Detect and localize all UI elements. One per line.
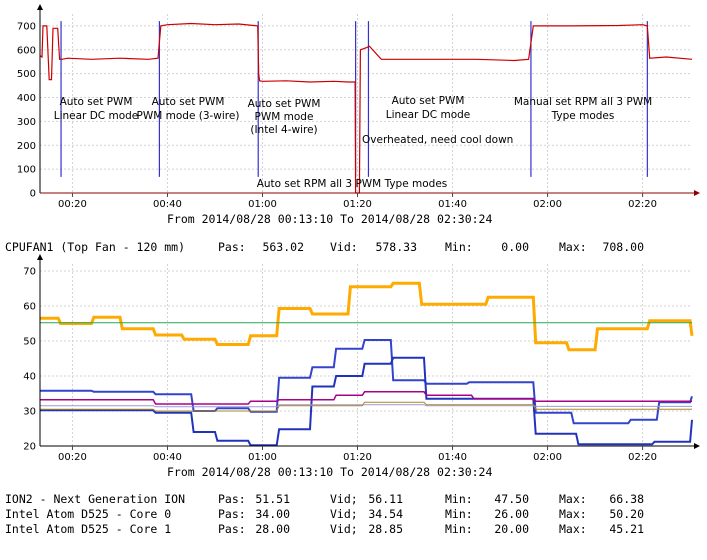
legend-max-value: 66.38	[609, 492, 644, 506]
legend-pas-value: 34.00	[255, 507, 290, 521]
y-tick-label: 30	[23, 407, 36, 418]
legend-sensor-name: Intel Atom D525 - Core 0	[5, 507, 171, 521]
legend-min-label: Min:	[445, 507, 473, 521]
legend-max-value: 45.21	[609, 522, 644, 536]
series-line	[40, 281, 694, 352]
legend-row: Intel Atom D525 - Core 1 Pas: 28.00 Vid;…	[5, 522, 644, 536]
annotation-text: PWM mode	[255, 111, 314, 123]
y-tick-label: 50	[23, 337, 36, 348]
legend-pas-label: Pas:	[218, 492, 246, 506]
y-tick-label: 500	[17, 69, 36, 80]
x-tick-label: 01:20	[343, 452, 372, 463]
y-tick-label: 200	[17, 141, 36, 152]
y-axis-arrow	[37, 254, 43, 260]
legend-max-label: Max:	[559, 240, 587, 254]
series-line	[40, 356, 693, 447]
legend-min-value: 20.00	[494, 522, 529, 536]
legend-vid-label: Vid;	[330, 522, 358, 536]
series-line	[40, 391, 692, 405]
legend-vid-label: Vid;	[330, 507, 358, 521]
y-tick-label: 400	[17, 93, 36, 104]
annotation-text: Auto set PWM	[152, 96, 225, 108]
series-line	[40, 404, 692, 408]
y-tick-label: 70	[23, 267, 36, 278]
annotation-text: (Intel 4-wire)	[250, 124, 317, 136]
x-tick-label: 00:20	[58, 199, 87, 210]
legend-pas-label: Pas:	[218, 507, 246, 521]
legend-vid-value: 578.33	[375, 240, 417, 254]
annotation-text: Linear DC mode	[386, 109, 471, 121]
legend-min-label: Min:	[445, 492, 473, 506]
x-tick-label: 01:20	[343, 199, 372, 210]
series-line	[40, 401, 692, 412]
legend-pas-value: 28.00	[255, 522, 290, 536]
legend-min-label: Min:	[445, 522, 473, 536]
x-tick-label: 01:40	[438, 199, 467, 210]
time-range-label: From 2014/08/28 00:13:10 To 2014/08/28 0…	[167, 465, 492, 479]
legend-max-value: 50.20	[609, 507, 644, 521]
legend-row: ION2 - Next Generation ION Pas: 51.51 Vi…	[5, 492, 644, 506]
y-tick-label: 600	[17, 45, 36, 56]
annotation-text: Linear DC mode	[54, 110, 139, 122]
legend-vid-label: Vid;	[330, 492, 358, 506]
y-axis-arrow	[37, 4, 43, 10]
series-line	[39, 22, 693, 194]
x-tick-label: 02:00	[533, 452, 562, 463]
legend-max-value: 708.00	[602, 240, 644, 254]
x-tick-label: 02:20	[628, 452, 657, 463]
legend-pas-label: Pas:	[218, 240, 246, 254]
annotation-text: Auto set RPM all 3 PWM Type modes	[257, 178, 448, 190]
annotation-text: Auto set PWM	[60, 96, 133, 108]
legend-max-label: Max:	[559, 492, 587, 506]
time-range-label: From 2014/08/28 00:13:10 To 2014/08/28 0…	[167, 212, 492, 226]
x-tick-label: 00:40	[153, 199, 182, 210]
legend-sensor-name: CPUFAN1 (Top Fan - 120 mm)	[5, 240, 185, 254]
x-tick-label: 02:00	[533, 199, 562, 210]
y-tick-label: 0	[30, 189, 36, 200]
x-axis-arrow	[694, 190, 700, 196]
y-tick-label: 700	[17, 21, 36, 32]
x-axis-arrow	[694, 443, 700, 449]
legend-min-value: 47.50	[494, 492, 529, 506]
annotation-text: Auto set PWM	[248, 98, 321, 110]
legend-pas-value: 51.51	[255, 492, 290, 506]
legend-vid-value: 28.85	[368, 522, 403, 536]
x-tick-label: 01:00	[248, 452, 277, 463]
legend-min-value: 0.00	[501, 240, 529, 254]
annotation-text: Manual set RPM all 3 PWM	[514, 96, 652, 108]
legend-pas-value: 563.02	[262, 240, 304, 254]
x-tick-label: 00:40	[153, 452, 182, 463]
legend-vid-value: 34.54	[368, 507, 403, 521]
legend-max-label: Max:	[559, 522, 587, 536]
legend-pas-label: Pas:	[218, 522, 246, 536]
annotation-text: Auto set PWM	[392, 95, 465, 107]
fan-rpm-chart: 0 100 200 300 400 500 600 700 00:20 00:40 01:00 01:…	[5, 4, 700, 254]
legend-sensor-name: ION2 - Next Generation ION	[5, 492, 185, 506]
temperature-chart: 20 30 40 50 60 70 00:20 00:40 01:00 01:20 01:40 02:…	[5, 254, 700, 536]
y-tick-label: 100	[17, 165, 36, 176]
annotation-text: PWM mode (3-wire)	[137, 110, 240, 122]
x-tick-label: 00:20	[58, 452, 87, 463]
series-line	[40, 339, 693, 425]
x-tick-label: 01:00	[248, 199, 277, 210]
y-tick-label: 20	[23, 442, 36, 453]
legend-sensor-name: Intel Atom D525 - Core 1	[5, 522, 171, 536]
legend-max-label: Max:	[559, 507, 587, 521]
y-tick-label: 40	[23, 372, 36, 383]
x-tick-label: 01:40	[438, 452, 467, 463]
annotation-text: Overheated, need cool down	[362, 134, 513, 146]
annotation-text: Type modes	[551, 110, 615, 122]
legend-min-label: Min:	[445, 240, 473, 254]
legend-row: Intel Atom D525 - Core 0 Pas: 34.00 Vid;…	[5, 507, 644, 521]
legend-vid-value: 56.11	[368, 492, 403, 506]
x-tick-label: 02:20	[628, 199, 657, 210]
y-tick-label: 300	[17, 117, 36, 128]
legend-min-value: 26.00	[494, 507, 529, 521]
legend-vid-label: Vid:	[330, 240, 358, 254]
y-tick-label: 60	[23, 302, 36, 313]
